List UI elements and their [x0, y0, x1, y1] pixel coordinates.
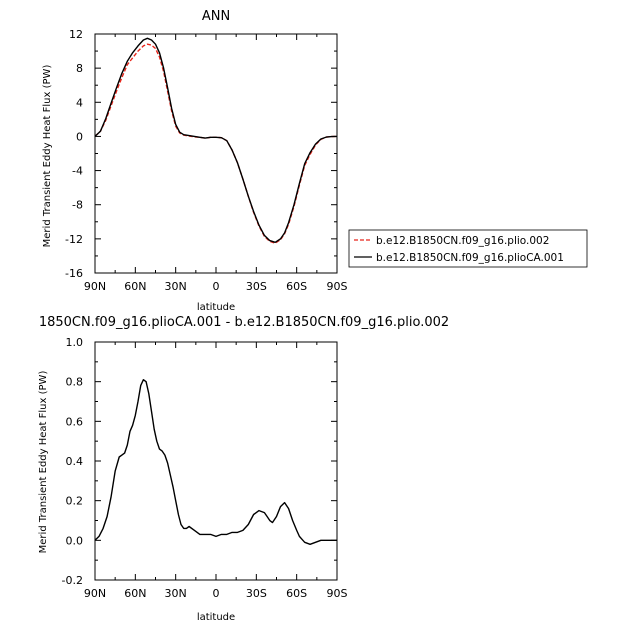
x-tick-label: 30S	[246, 280, 267, 293]
series-line-0-1	[94, 37, 338, 243]
x-tick-label: 30N	[165, 587, 187, 600]
y-tick-label: 0	[76, 130, 83, 143]
x-tick-label: 90N	[84, 587, 106, 600]
y-tick-label: 0.8	[66, 376, 84, 389]
bottom-x-axis-label: latitude	[197, 612, 235, 623]
x-tick-label: 60S	[286, 280, 307, 293]
y-tick-label: -8	[72, 199, 83, 212]
y-tick-label: 4	[76, 96, 83, 109]
top-panel: ANN Merid Transient Eddy Heat Flux (PW) …	[42, 9, 348, 313]
x-tick-label: 60N	[124, 587, 146, 600]
y-tick-label: -0.2	[62, 574, 83, 587]
plot-frame	[94, 341, 338, 581]
x-tick-label: 0	[213, 280, 220, 293]
y-tick-label: -12	[65, 233, 83, 246]
bottom-plot-area: 90N 60N 30N 0 30S 60S 90S -0.2 0.0 0.2 0.4 0.6 0.8 1.…	[62, 336, 348, 600]
x-tick-label: 60N	[124, 280, 146, 293]
bottom-y-axis-label: Merid Transient Eddy Heat Flux (PW)	[38, 371, 49, 554]
x-tick-label: 90S	[327, 587, 348, 600]
top-legend: b.e12.B1850CN.f09_g16.plio.002 b.e12.B18…	[348, 229, 588, 268]
x-tick-label: 90N	[84, 280, 106, 293]
x-tick-label: 90S	[327, 280, 348, 293]
legend-frame	[348, 229, 588, 268]
legend-label-plio: b.e12.B1850CN.f09_g16.plio.002	[376, 235, 549, 247]
series-line-0-0	[94, 43, 338, 244]
bottom-panel: 1850CN.f09_g16.plioCA.001 - b.e12.B1850C…	[38, 315, 449, 623]
y-tick-label: 0.2	[66, 495, 84, 508]
x-tick-label: 30S	[246, 587, 267, 600]
series-line-1-0	[94, 379, 337, 545]
y-tick-label: 0.4	[66, 455, 84, 468]
y-tick-label: -4	[72, 165, 83, 178]
plot-frame	[94, 33, 338, 274]
x-tick-label: 60S	[286, 587, 307, 600]
legend-label-pliocA: b.e12.B1850CN.f09_g16.plioCA.001	[376, 252, 564, 264]
top-chart-title: ANN	[202, 9, 230, 24]
top-plot-area: 90N 60N 30N 0 30S 60S 90S -16 -12 -8 -4 0 4 8 12	[65, 28, 347, 293]
y-tick-label: 1.0	[66, 336, 84, 349]
y-tick-label: 0.6	[66, 415, 84, 428]
top-y-axis-label: Merid Transient Eddy Heat Flux (PW)	[42, 65, 53, 248]
top-x-axis-label: latitude	[197, 302, 235, 313]
y-tick-label: 8	[76, 62, 83, 75]
x-tick-label: 0	[213, 587, 220, 600]
y-tick-label: 0.0	[66, 534, 84, 547]
x-tick-label: 30N	[165, 280, 187, 293]
y-tick-label: -16	[65, 267, 83, 280]
bottom-chart-title: 1850CN.f09_g16.plioCA.001 - b.e12.B1850C…	[39, 315, 449, 330]
y-tick-label: 12	[69, 28, 83, 41]
